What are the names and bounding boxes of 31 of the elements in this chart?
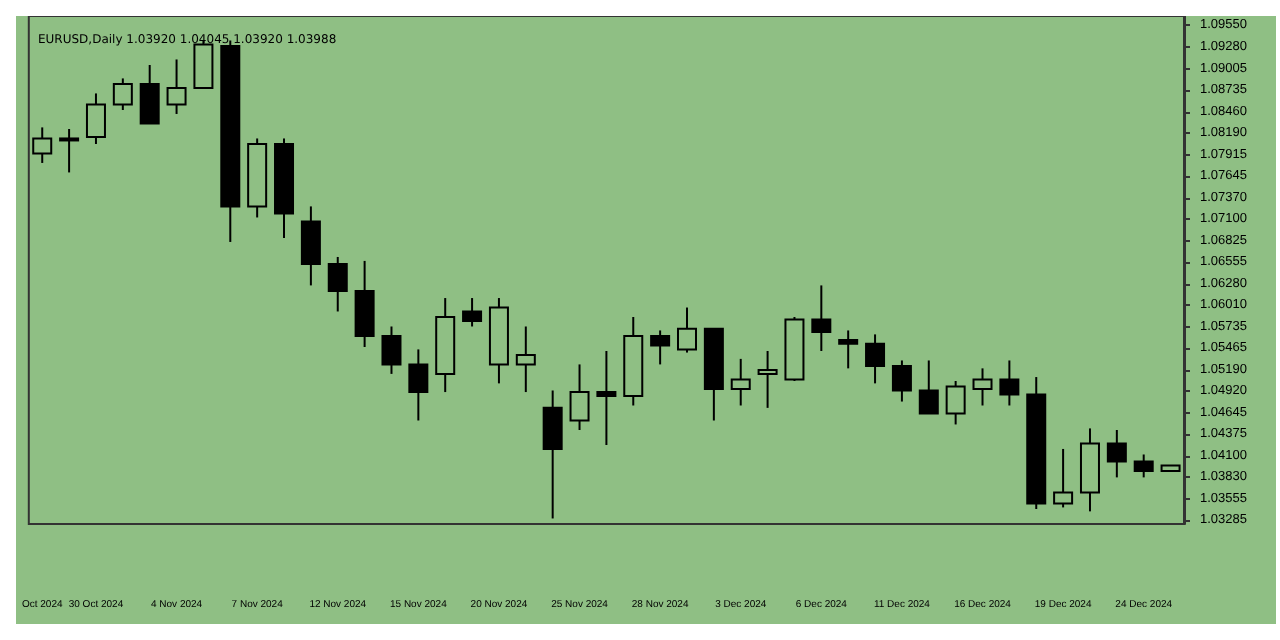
candlestick <box>462 297 483 328</box>
candlestick <box>166 58 187 115</box>
candlestick <box>1053 447 1074 509</box>
candlestick <box>650 329 671 366</box>
candlestick <box>677 306 697 354</box>
candlestick <box>730 357 751 407</box>
candlestick <box>945 380 966 426</box>
candlestick <box>838 329 859 370</box>
candlestick <box>1106 428 1127 479</box>
candlestick <box>408 348 429 422</box>
candlestick <box>569 363 590 431</box>
candlestick <box>757 349 778 409</box>
candlestick <box>811 284 832 352</box>
candlestick <box>327 255 348 313</box>
candlestick <box>542 389 563 520</box>
candlestick <box>918 359 939 415</box>
candlestick <box>865 333 886 385</box>
candlestick <box>300 205 321 287</box>
candlestick <box>112 77 133 112</box>
candlestick <box>85 92 106 145</box>
candlestick <box>596 349 617 446</box>
candlestick <box>999 359 1020 407</box>
candlestick <box>1133 453 1154 479</box>
candlestick <box>59 127 80 174</box>
candlestick <box>972 367 993 407</box>
candlestick <box>139 63 160 125</box>
candlestick <box>32 126 53 164</box>
candlestick <box>515 325 536 394</box>
candlestick <box>354 259 375 349</box>
candlestick <box>891 359 912 403</box>
candlestick <box>381 325 402 375</box>
